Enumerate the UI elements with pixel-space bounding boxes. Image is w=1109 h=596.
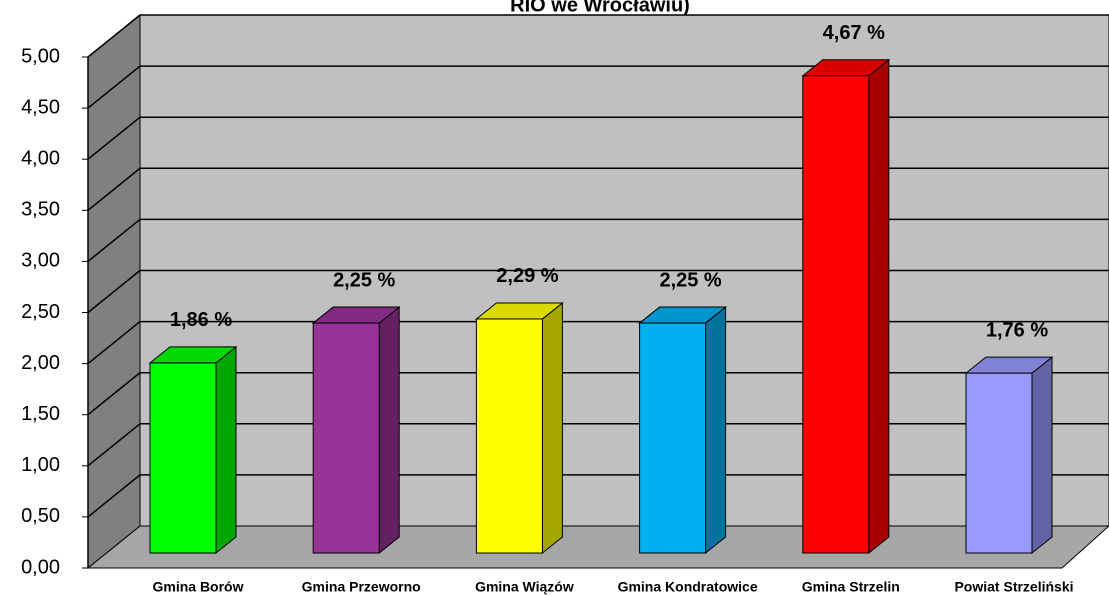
grid-line — [87, 372, 141, 416]
y-tick-label: 2,50 — [21, 301, 60, 323]
bar-side — [868, 58, 890, 555]
data-label: 1,76 % — [986, 319, 1048, 341]
y-tick-label: 3,00 — [21, 250, 60, 272]
data-label: 2,25 % — [333, 269, 395, 291]
x-tick-label: Gmina Przeworno — [302, 579, 421, 595]
grid-line — [87, 321, 141, 365]
bar — [475, 318, 543, 554]
grid-line — [87, 423, 141, 467]
bar — [639, 322, 707, 554]
grid-line — [87, 65, 141, 109]
bar — [802, 75, 870, 554]
grid-line — [87, 218, 141, 262]
bar-side — [215, 345, 237, 555]
y-tick-label: 3,50 — [21, 199, 60, 221]
bar-side — [705, 306, 727, 555]
y-tick-label: 2,00 — [21, 352, 60, 374]
y-tick-label: 4,50 — [21, 96, 60, 118]
y-tick-label: 4,00 — [21, 147, 60, 169]
grid-line — [87, 269, 141, 314]
grid-line — [87, 116, 141, 160]
bar — [312, 322, 380, 554]
y-tick-label: 0,00 — [21, 556, 60, 578]
bar-side — [541, 301, 563, 555]
grid-line — [87, 474, 141, 518]
grid-line — [87, 14, 141, 58]
bar-side — [1031, 356, 1053, 555]
data-label: 4,67 % — [823, 22, 885, 44]
data-label: 2,29 % — [496, 265, 558, 287]
grid-line — [87, 167, 141, 211]
y-tick-label: 0,50 — [21, 505, 60, 527]
x-tick-label: Gmina Strzelin — [802, 579, 900, 595]
x-tick-label: Powiat Strzeliński — [954, 579, 1073, 595]
x-tick-label: Gmina Borów — [152, 579, 243, 595]
y-tick-label: 1,00 — [21, 454, 60, 476]
bar — [149, 362, 217, 554]
data-label: 1,86 % — [170, 309, 232, 331]
data-label: 2,25 % — [659, 269, 721, 291]
x-tick-label: Gmina Wiązów — [475, 579, 574, 595]
chart-title: RIO we Wrocławiu) — [510, 0, 690, 16]
x-tick-label: Gmina Kondratowice — [618, 579, 758, 595]
y-tick-label: 5,00 — [21, 45, 60, 67]
y-tick-label: 1,50 — [21, 403, 60, 425]
floor — [86, 525, 1109, 569]
bar — [965, 372, 1033, 554]
bar-side — [378, 306, 400, 555]
